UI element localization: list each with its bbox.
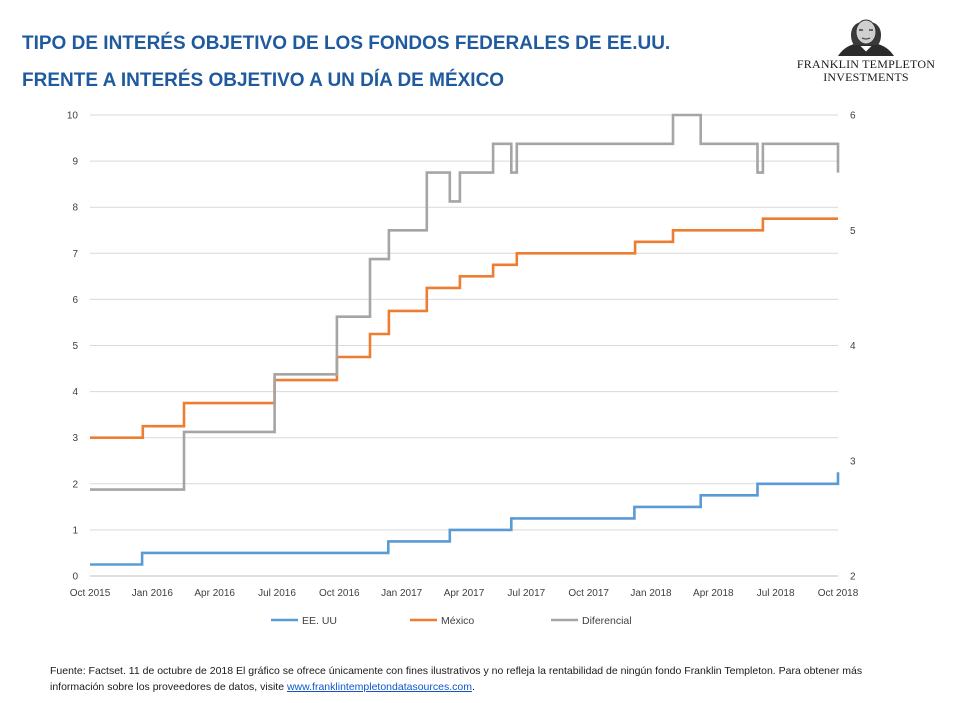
y-left-tick-label: 2 [72,479,78,490]
y-left-tick-label: 10 [67,111,79,122]
legend-label: Diferencial [582,615,632,627]
y-left-tick-label: 5 [72,341,78,352]
series-line-mexico [90,217,838,439]
x-tick-label: Jan 2018 [630,588,672,599]
y-right-tick-label: 2 [850,572,856,583]
y-left-tick-label: 8 [72,203,78,214]
y-left-tick-label: 7 [72,249,78,260]
gridlines [90,114,838,531]
datasources-link[interactable]: www.franklintempletondatasources.com [286,681,472,693]
logo-line-2: INVESTMENTS [823,70,909,84]
source-suffix: . [471,681,475,693]
logo-line-1: FRANKLIN TEMPLETON [796,57,936,71]
x-tick-label: Apr 2016 [194,588,235,599]
x-tick-label: Oct 2018 [818,588,859,599]
source-text: Fuente: Factset. 11 de octubre de 2018 E… [50,665,863,693]
x-tick-label: Jul 2016 [258,588,296,599]
y-left-tick-labels: 0 1 2 3 4 5 6 7 8 9 10 [67,111,79,583]
y-right-tick-label: 6 [850,111,856,122]
y-left-tick-label: 6 [72,295,78,306]
x-tick-label: Jul 2017 [507,588,545,599]
x-tick-label: Apr 2017 [444,588,485,599]
rates-line-chart: 0 1 2 3 4 5 6 7 8 9 10 2 3 4 5 6 Oct 2015 Jan 2016 Apr 2… [67,111,859,628]
x-tick-label: Apr 2018 [693,588,734,599]
legend-label: México [441,615,474,627]
y-left-tick-label: 3 [72,433,78,444]
y-right-tick-label: 5 [850,226,856,237]
portrait-icon [838,19,894,56]
x-tick-labels: Oct 2015 Jan 2016 Apr 2016 Jul 2016 Oct 2016… [70,588,859,599]
x-tick-label: Oct 2017 [568,588,609,599]
y-right-tick-label: 4 [850,341,856,352]
x-tick-label: Oct 2016 [319,588,360,599]
series-lines [90,113,840,566]
y-left-tick-label: 9 [72,157,78,168]
franklin-templeton-logo: FRANKLIN TEMPLETON INVESTMENTS [790,12,942,88]
y-left-tick-label: 4 [72,387,78,398]
source-note: Fuente: Factset. 11 de octubre de 2018 E… [50,663,910,695]
legend: EE. UU México Diferencial [271,615,632,627]
x-tick-label: Oct 2015 [70,588,111,599]
title-line-1: TIPO DE INTERÉS OBJETIVO DE LOS FONDOS F… [22,33,671,54]
legend-label: EE. UU [302,615,337,627]
y-left-tick-label: 1 [72,525,78,536]
y-right-tick-labels: 2 3 4 5 6 [850,111,856,583]
x-tick-label: Jul 2018 [757,588,795,599]
title-line-2: FRENTE A INTERÉS OBJETIVO A UN DÍA DE MÉ… [22,70,505,91]
y-left-tick-label: 0 [72,572,78,583]
series-line-ee-uu [90,472,840,566]
y-right-tick-label: 3 [850,456,856,467]
x-tick-label: Jan 2017 [381,588,423,599]
x-tick-label: Jan 2016 [132,588,174,599]
series-line-diferencial [90,113,840,491]
